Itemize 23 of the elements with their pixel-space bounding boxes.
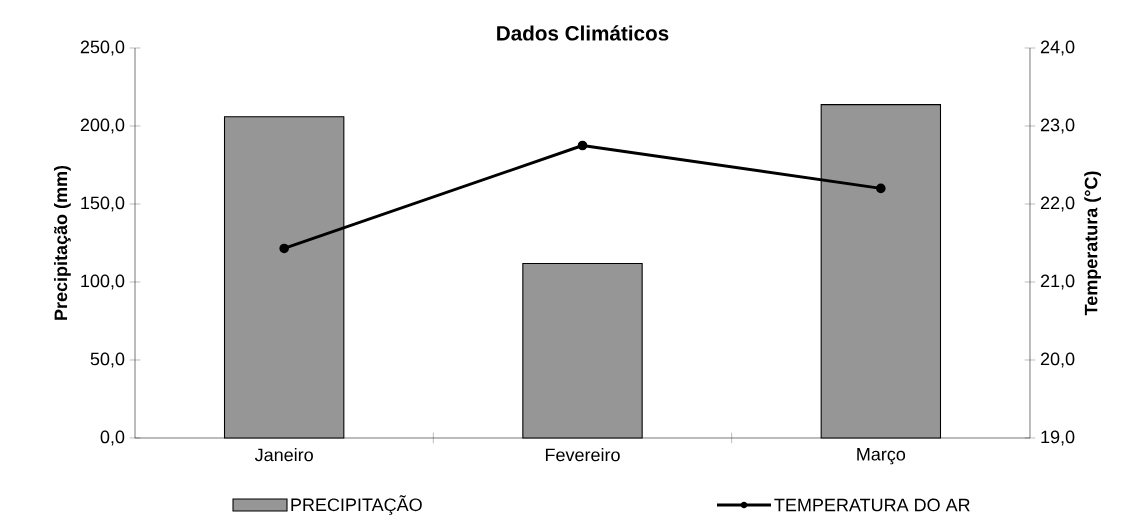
legend-label: TEMPERATURA DO AR (774, 498, 970, 512)
y2-tick-label: 20,0 (1040, 352, 1075, 368)
point (577, 140, 588, 151)
x-tick-label: Janeiro (254, 448, 313, 462)
y-axis-title: Precipitação (mm) (53, 165, 71, 320)
x-tick-label: Março (857, 448, 906, 465)
y2-tick-label: 24,0 (1040, 40, 1075, 56)
y2-tick-label: 23,0 (1040, 118, 1075, 134)
y2-tick-label: 22,0 (1040, 196, 1075, 212)
y-tick-label: 250,0 (80, 40, 125, 56)
y-tick-label: 150,0 (81, 196, 125, 212)
legend-label: PRECIPITAÇÃO (291, 495, 422, 515)
x-tick-label: Fevereiro (545, 448, 620, 462)
y-tick-label: 100,0 (81, 274, 125, 290)
chart-title: Dados Climáticos (497, 25, 669, 41)
point (876, 183, 886, 194)
y2-tick-label: 21,0 (1040, 274, 1075, 290)
y2-axis-title: Temperatura (°C) (1084, 171, 1102, 316)
y-tick-label: 200,0 (80, 118, 125, 134)
y2-tick-label: 19,0 (1041, 430, 1075, 446)
y-tick-label: 0,0 (100, 430, 125, 446)
point (279, 243, 289, 254)
y-tick-label: 50,0 (90, 352, 125, 368)
